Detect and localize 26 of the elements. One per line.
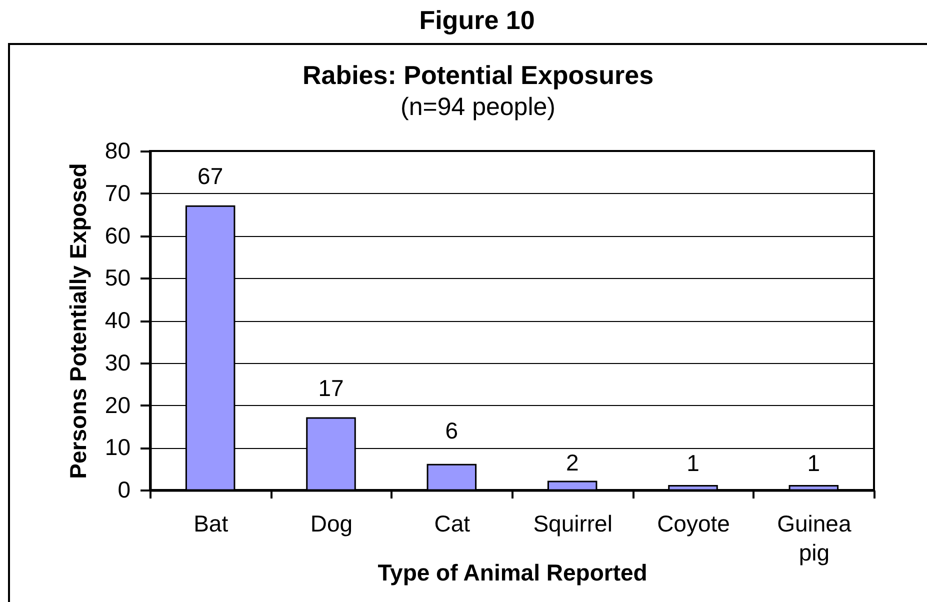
y-tick-label: 0 xyxy=(118,476,130,502)
x-tick-label: Guinea pig xyxy=(777,510,852,566)
x-axis-title: Type of Animal Reported xyxy=(378,560,648,586)
data-label: 1 xyxy=(807,450,820,476)
x-tick-label: Squirrel xyxy=(533,510,612,536)
data-label: 1 xyxy=(686,450,700,476)
y-tick-label: 60 xyxy=(104,222,130,248)
y-tick-label: 40 xyxy=(104,307,130,333)
y-tick-label: 20 xyxy=(104,392,130,418)
caption: Figure 10 xyxy=(418,5,536,35)
x-tick-label: Cat xyxy=(434,510,471,536)
data-label: 6 xyxy=(445,418,458,444)
y-tick-label: 50 xyxy=(104,264,130,291)
chart-subtitle: (n=94 people) xyxy=(400,93,556,121)
y-tick-label: 30 xyxy=(104,349,130,376)
x-tick-label: Dog xyxy=(310,510,353,536)
y-tick-label: 80 xyxy=(104,138,130,164)
data-label: 67 xyxy=(198,163,224,190)
x-tick-label: Bat xyxy=(194,510,229,536)
data-label: 17 xyxy=(318,374,344,401)
y-axis-title: Persons Potentially Exposed xyxy=(64,163,91,479)
y-tick-label: 10 xyxy=(104,434,130,460)
chart-title: Rabies: Potential Exposures xyxy=(302,60,654,90)
x-tick-label: Coyote xyxy=(657,510,730,536)
y-tick-label: 70 xyxy=(104,180,130,206)
data-label: 2 xyxy=(566,450,579,476)
